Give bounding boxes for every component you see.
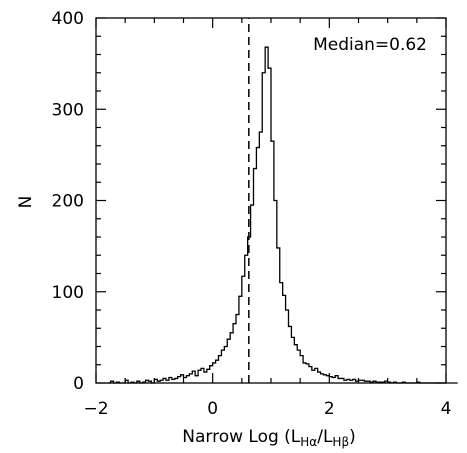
x-axis-label-sub-halpha: Hα	[300, 435, 317, 449]
y-tick-label: 100	[52, 283, 84, 303]
y-axis-label: N	[16, 196, 36, 209]
x-tick-label: −2	[83, 399, 108, 419]
x-tick-label: 2	[324, 399, 335, 419]
x-axis-label-mid: /L	[317, 427, 333, 447]
y-tick-label: 300	[52, 100, 84, 120]
tick-labels: −2 0 2 4 0 100 200 300 400	[52, 9, 452, 419]
x-tick-label: 0	[207, 399, 218, 419]
y-tick-label: 0	[73, 374, 84, 394]
x-tick-label: 4	[441, 399, 452, 419]
x-axis-label: Narrow Log (LHα/LHβ)	[182, 427, 356, 449]
axis-ticks	[95, 17, 447, 384]
histogram-steps	[107, 46, 458, 384]
x-axis-label-prefix: Narrow Log (L	[182, 427, 301, 447]
x-axis-label-sub-hbeta: Hβ	[332, 435, 349, 449]
median-annotation: Median=0.62	[313, 35, 427, 55]
y-tick-label: 200	[52, 192, 84, 212]
x-axis-label-suffix: )	[349, 427, 356, 447]
y-tick-label: 400	[52, 9, 84, 29]
